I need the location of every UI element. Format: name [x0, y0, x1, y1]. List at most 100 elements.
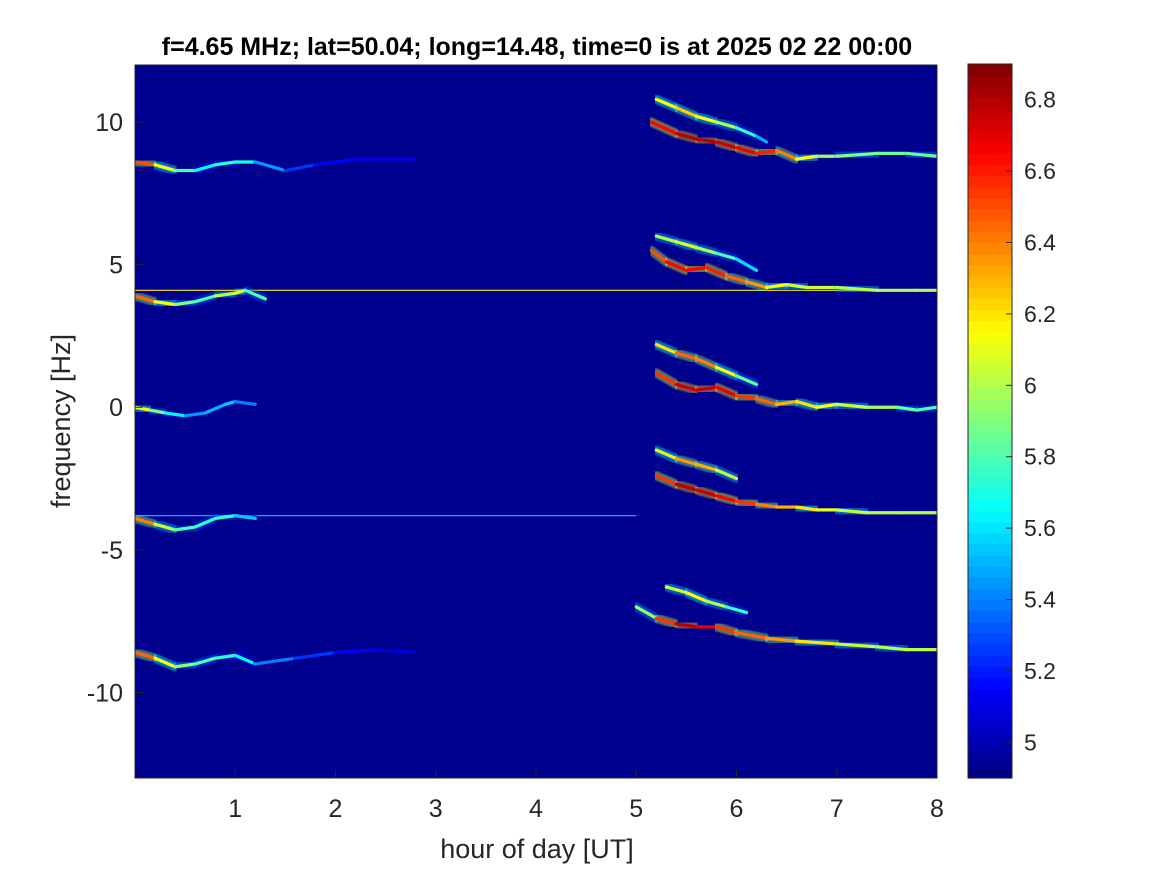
trace_+8.5Hz-segment: [649, 120, 678, 136]
colorbar-band: [968, 119, 1012, 132]
trace_+8.5Hz-segment: [253, 160, 287, 173]
colorbar-band: [968, 510, 1012, 523]
colorbar-band: [968, 142, 1012, 154]
colorbar: [968, 64, 1012, 779]
colorbar-tick-label: 5.6: [1024, 515, 1056, 541]
colorbar-band: [968, 220, 1012, 232]
y-tick-label: -5: [101, 537, 123, 565]
colorbar-band: [968, 130, 1012, 143]
colorbar-band: [968, 398, 1012, 411]
colorbar-band: [968, 588, 1012, 601]
trace_+8.5Hz-segment: [313, 157, 358, 167]
colorbar-band: [968, 387, 1012, 400]
colorbar-frame: [967, 63, 1013, 779]
trace_-8.5Hz-segment: [724, 605, 749, 615]
trace_-8.5Hz-segment: [374, 648, 418, 655]
colorbar-band: [968, 320, 1012, 333]
colorbar-band: [968, 197, 1012, 210]
colorbar-band: [968, 655, 1012, 668]
colorbar-band: [968, 264, 1012, 277]
colorbar-tick-label: 6.8: [1024, 87, 1056, 113]
colorbar-band: [968, 644, 1012, 656]
colorbar-band: [968, 253, 1012, 266]
colorbar-band: [968, 532, 1012, 545]
colorbar-band: [968, 566, 1012, 578]
colorbar-band: [968, 209, 1012, 221]
colorbar-band: [968, 599, 1012, 612]
y-axis-label: frequency [Hz]: [46, 334, 76, 508]
trace_+8.5Hz-segment: [905, 151, 937, 158]
colorbar-band: [968, 309, 1012, 322]
trace_-4Hz: [135, 445, 937, 535]
trace_-8.5Hz-segment: [333, 648, 378, 655]
colorbar-band: [968, 499, 1012, 511]
trace_-8.5Hz-segment: [734, 630, 769, 640]
colorbar-band: [968, 543, 1012, 556]
trace_+4Hz: [135, 231, 937, 310]
colorbar-band: [968, 287, 1012, 299]
colorbar-band: [968, 108, 1012, 121]
colorbar-band: [968, 275, 1012, 288]
colorbar-band: [968, 365, 1012, 377]
colorbar-band: [968, 688, 1012, 701]
y-tick-label: 5: [109, 252, 123, 280]
colorbar-band: [968, 632, 1012, 645]
x-tick-label: 7: [830, 795, 844, 823]
spectral-traces: [135, 94, 937, 672]
trace_0Hz: [135, 339, 937, 421]
x-tick-label: 8: [930, 795, 944, 823]
trace_-8.5Hz: [135, 582, 937, 672]
colorbar-band: [968, 298, 1012, 311]
colorbar-band: [968, 231, 1012, 244]
x-axis-label: hour of day [UT]: [440, 834, 634, 864]
x-tick-label: 2: [329, 795, 343, 823]
colorbar-tick-label: 6.4: [1024, 230, 1056, 256]
trace_0Hz-segment: [233, 399, 257, 406]
trace_-8.5Hz-segment: [875, 645, 909, 652]
colorbar-band: [968, 487, 1012, 500]
x-tick-label: 6: [730, 795, 744, 823]
trace_+4Hz-segment: [835, 285, 879, 292]
colorbar-band: [968, 164, 1012, 177]
colorbar-band: [968, 86, 1012, 99]
trace_0Hz-segment: [915, 405, 937, 412]
trace_+8.5Hz-segment: [283, 163, 318, 173]
trace_+4Hz-segment: [734, 257, 759, 272]
chart-title: f=4.65 MHz; lat=50.04; long=14.48, time=…: [162, 33, 912, 61]
colorbar-ticks: 6.8 6.6 6.4 6.2 6 5.8 5.6 5.4 5.2 5: [1006, 87, 1056, 755]
colorbar-band: [968, 677, 1012, 690]
colorbar-band: [968, 711, 1012, 723]
colorbar-band: [968, 153, 1012, 166]
trace_-8.5Hz-segment: [795, 639, 839, 646]
colorbar-band: [968, 432, 1012, 444]
colorbar-band: [968, 75, 1012, 87]
trace_-8.5Hz-segment: [764, 636, 799, 643]
plot-area: [135, 65, 937, 778]
colorbar-band: [968, 421, 1012, 433]
y-tick-label: -10: [87, 679, 123, 707]
colorbar-band: [968, 554, 1012, 567]
colorbar-band: [968, 610, 1012, 623]
trace_-4Hz-segment: [233, 514, 257, 521]
y-axis-ticks: 10 5 0 -5 -10: [87, 109, 143, 707]
trace_-4Hz-segment: [835, 508, 869, 515]
colorbar-band: [968, 476, 1012, 489]
colorbar-band: [968, 465, 1012, 478]
colorbar-band: [968, 666, 1012, 679]
trace_-8.5Hz-segment: [253, 656, 297, 666]
colorbar-band: [968, 699, 1012, 712]
colorbar-tick-label: 5.2: [1024, 658, 1056, 684]
colorbar-band: [968, 744, 1012, 757]
trace_+8.5Hz-segment: [835, 151, 879, 158]
x-axis-ticks: 1 2 3 4 5 6 7 8: [228, 770, 944, 823]
trace_+4Hz-segment: [243, 288, 267, 301]
trace_-8.5Hz-segment: [293, 650, 338, 660]
x-tick-label: 5: [629, 795, 643, 823]
trace_0Hz-segment: [734, 374, 759, 387]
y-tick-label: 0: [109, 394, 123, 422]
colorbar-band: [968, 409, 1012, 422]
x-tick-label: 1: [228, 795, 242, 823]
colorbar-tick-label: 5: [1024, 729, 1037, 755]
trace_-4Hz-segment: [714, 468, 739, 481]
